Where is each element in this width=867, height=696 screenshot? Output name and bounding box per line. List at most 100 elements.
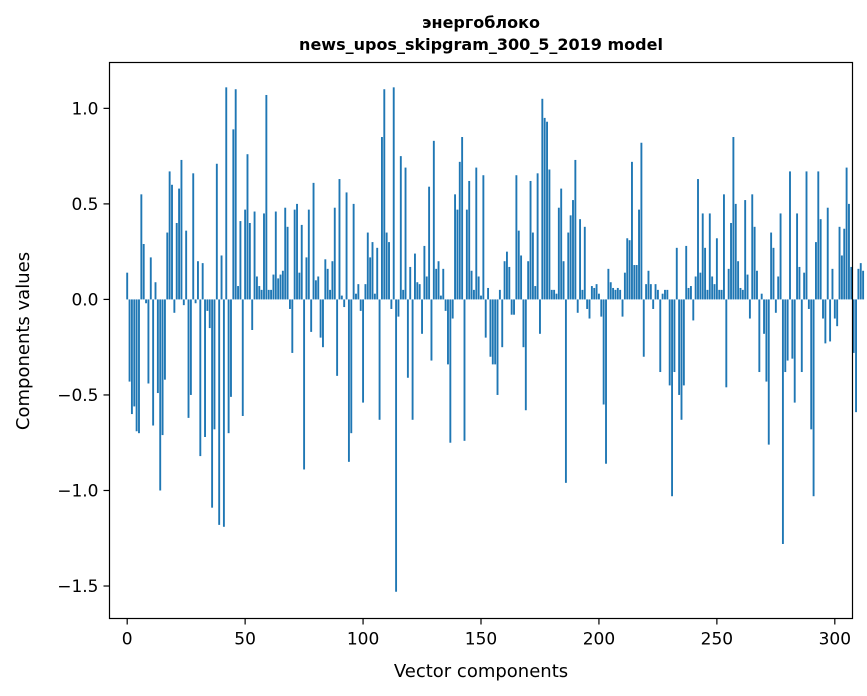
bar-194 (583, 226, 586, 300)
bar-4 (135, 299, 138, 432)
bar-150 (480, 295, 482, 300)
bar-114 (395, 299, 398, 592)
bar-175 (539, 299, 541, 334)
bar-286 (800, 299, 803, 373)
bar-265 (751, 194, 754, 300)
bar-171 (529, 180, 532, 300)
bar-148 (475, 167, 478, 300)
bar-277 (779, 213, 782, 300)
bar-162 (508, 266, 511, 300)
bar-29 (194, 299, 197, 304)
bar-15 (161, 299, 164, 436)
bar-142 (461, 137, 464, 300)
bar-60 (267, 289, 270, 300)
bar-24 (182, 299, 185, 306)
bar-193 (581, 289, 584, 300)
bar-36 (211, 299, 214, 508)
bar-266 (753, 226, 756, 300)
bar-19 (171, 184, 173, 300)
bar-198 (593, 287, 596, 300)
bar-272 (767, 299, 770, 445)
bar-70 (291, 299, 294, 353)
bar-86 (329, 289, 331, 300)
bar-11 (152, 299, 155, 426)
bar-170 (527, 261, 530, 300)
bar-122 (414, 253, 416, 300)
bar-54 (253, 211, 256, 300)
bar-17 (166, 232, 169, 300)
bar-254 (725, 299, 728, 388)
bar-257 (732, 137, 735, 300)
bar-230 (668, 299, 671, 386)
bar-271 (765, 299, 768, 382)
bar-76 (305, 257, 308, 300)
x-tick-label: 0 (122, 630, 133, 650)
bar-250 (715, 238, 718, 300)
bar-7 (142, 244, 145, 300)
bar-25 (185, 230, 188, 300)
bar-304 (843, 228, 846, 300)
x-axis-label: Vector components (394, 661, 568, 682)
bar-247 (708, 213, 711, 300)
bar-261 (741, 289, 744, 300)
bar-296 (824, 299, 827, 344)
bar-13 (156, 299, 159, 394)
bar-39 (218, 299, 221, 525)
bar-294 (819, 219, 822, 300)
y-tick-label: −1.0 (57, 481, 98, 501)
bar-156 (494, 299, 497, 365)
bar-166 (517, 230, 520, 300)
bar-47 (237, 286, 239, 300)
bar-288 (805, 171, 808, 300)
bar-110 (385, 232, 388, 300)
y-axis-ticks: −1.5 −1.0 −0.5 0.0 0.5 1.0 (57, 99, 110, 597)
bar-6 (140, 194, 143, 300)
bar-207 (614, 289, 617, 300)
bar-8 (145, 299, 148, 304)
bar-169 (524, 299, 527, 411)
bar-61 (270, 289, 273, 300)
bar-189 (572, 200, 574, 300)
bar-57 (260, 289, 263, 300)
bar-267 (756, 270, 758, 300)
bar-256 (730, 222, 732, 300)
bar-309 (855, 299, 857, 413)
bar-14 (159, 299, 162, 491)
bar-82 (319, 299, 322, 338)
bar-182 (555, 293, 558, 300)
bar-178 (546, 121, 548, 300)
bar-63 (274, 211, 277, 300)
bar-93 (345, 192, 348, 300)
bar-5 (138, 299, 140, 434)
bar-312 (862, 270, 865, 300)
bar-112 (390, 299, 393, 309)
bar-274 (772, 247, 775, 300)
x-axis-ticks: 0 50 100 150 200 250 300 (122, 618, 851, 650)
plot-area-frame (108, 61, 854, 620)
bar-155 (491, 299, 494, 365)
bar-117 (402, 289, 405, 300)
bar-125 (421, 299, 423, 334)
bar-248 (711, 276, 714, 300)
bar-10 (149, 257, 152, 300)
chart-title: энергоблоко (422, 13, 540, 32)
bar-180 (550, 289, 553, 300)
bar-133 (439, 295, 442, 300)
bar-55 (255, 276, 258, 300)
bar-278 (781, 299, 784, 544)
bar-289 (807, 299, 810, 309)
bar-284 (796, 213, 799, 300)
bar-45 (232, 129, 235, 300)
bar-187 (567, 232, 570, 300)
bar-58 (263, 213, 265, 300)
bar-244 (701, 213, 704, 300)
bar-140 (456, 209, 459, 300)
bar-221 (647, 270, 650, 300)
bar-31 (199, 299, 202, 457)
bar-161 (506, 251, 508, 300)
bar-152 (484, 299, 487, 338)
bar-0 (126, 272, 129, 300)
bar-109 (383, 89, 386, 300)
bar-165 (515, 175, 518, 300)
bar-129 (430, 299, 433, 361)
